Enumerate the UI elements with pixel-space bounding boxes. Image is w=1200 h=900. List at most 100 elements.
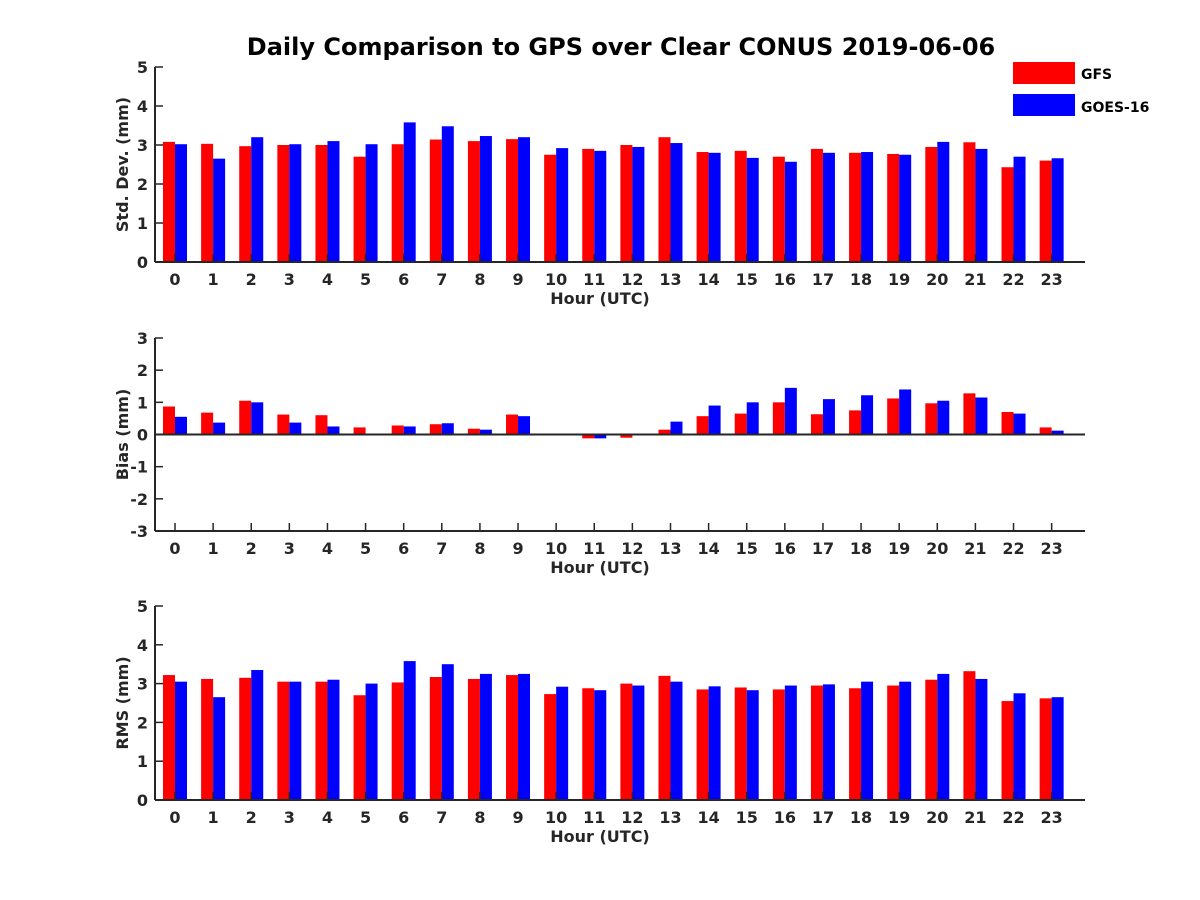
bar-rms-goes-16-hour-13 xyxy=(670,681,683,800)
bar-bias-gfs-hour-20 xyxy=(925,403,938,435)
bar-std-goes-16-hour-23 xyxy=(1051,158,1064,262)
bar-bias-gfs-hour-3 xyxy=(277,414,290,435)
x-tick-label-rms: 10 xyxy=(545,808,567,827)
y-tick-label-rms: 1 xyxy=(137,752,148,771)
bar-bias-gfs-hour-9 xyxy=(506,414,519,435)
bar-bias-goes-16-hour-9 xyxy=(518,416,531,435)
bar-std-gfs-hour-10 xyxy=(544,154,557,262)
x-tick-label-rms: 7 xyxy=(436,808,447,827)
bar-std-goes-16-hour-5 xyxy=(365,144,378,262)
bar-bias-goes-16-hour-13 xyxy=(670,421,683,435)
bar-bias-gfs-hour-17 xyxy=(810,414,823,435)
bar-bias-goes-16-hour-11 xyxy=(594,434,607,439)
bar-bias-gfs-hour-2 xyxy=(239,400,252,435)
bar-rms-goes-16-hour-20 xyxy=(937,673,950,800)
bar-rms-goes-16-hour-14 xyxy=(708,686,721,800)
bar-std-gfs-hour-14 xyxy=(696,152,709,262)
x-tick-label-rms: 17 xyxy=(812,808,834,827)
y-tick-label-rms: 4 xyxy=(137,636,148,655)
bar-std-goes-16-hour-11 xyxy=(594,150,607,262)
bar-rms-gfs-hour-14 xyxy=(696,689,709,800)
bar-bias-gfs-hour-22 xyxy=(1001,411,1014,435)
bar-rms-gfs-hour-2 xyxy=(239,677,252,800)
x-tick-label-rms: 12 xyxy=(621,808,643,827)
x-tick-label-std: 10 xyxy=(545,270,567,289)
bar-bias-goes-16-hour-6 xyxy=(403,426,416,435)
bar-std-gfs-hour-9 xyxy=(506,139,519,262)
bar-rms-goes-16-hour-2 xyxy=(251,670,264,800)
x-tick-label-std: 15 xyxy=(736,270,758,289)
bar-bias-gfs-hour-14 xyxy=(696,416,709,435)
bar-std-goes-16-hour-17 xyxy=(822,152,835,262)
x-tick-label-bias: 11 xyxy=(583,539,605,558)
x-tick-label-std: 13 xyxy=(659,270,681,289)
bar-rms-gfs-hour-3 xyxy=(277,681,290,800)
x-tick-label-rms: 18 xyxy=(850,808,872,827)
bar-std-gfs-hour-8 xyxy=(467,141,480,262)
chart-title: Daily Comparison to GPS over Clear CONUS… xyxy=(247,33,995,61)
x-tick-label-std: 2 xyxy=(246,270,257,289)
x-tick-label-bias: 22 xyxy=(1002,539,1024,558)
bar-std-gfs-hour-0 xyxy=(163,141,175,262)
bar-rms-goes-16-hour-1 xyxy=(213,697,226,800)
bar-std-gfs-hour-2 xyxy=(239,146,252,262)
bar-rms-goes-16-hour-9 xyxy=(518,673,531,800)
bar-bias-gfs-hour-4 xyxy=(315,415,328,435)
y-tick-label-rms: 2 xyxy=(137,713,148,732)
bar-rms-goes-16-hour-22 xyxy=(1013,693,1026,800)
bar-rms-goes-16-hour-17 xyxy=(822,684,835,800)
x-tick-label-rms: 19 xyxy=(888,808,910,827)
bar-rms-gfs-hour-8 xyxy=(467,678,480,800)
bar-rms-gfs-hour-22 xyxy=(1001,701,1014,800)
x-tick-label-bias: 13 xyxy=(659,539,681,558)
y-tick-label-std: 4 xyxy=(137,97,148,116)
bar-std-goes-16-hour-2 xyxy=(251,137,264,262)
x-tick-label-std: 23 xyxy=(1041,270,1063,289)
bar-bias-goes-16-hour-20 xyxy=(937,400,950,435)
bar-bias-gfs-hour-19 xyxy=(887,398,900,435)
x-tick-label-std: 8 xyxy=(474,270,485,289)
y-tick-label-rms: 3 xyxy=(137,675,148,694)
bar-bias-goes-16-hour-8 xyxy=(479,429,492,435)
bar-bias-goes-16-hour-1 xyxy=(213,422,226,435)
x-axis-label-bias: Hour (UTC) xyxy=(550,558,650,577)
x-tick-label-std: 0 xyxy=(169,270,180,289)
bar-std-gfs-hour-7 xyxy=(429,139,442,262)
bar-bias-gfs-hour-13 xyxy=(658,429,671,435)
bar-std-goes-16-hour-14 xyxy=(708,152,721,262)
x-tick-label-bias: 0 xyxy=(169,539,180,558)
legend-label-goes-16: GOES-16 xyxy=(1081,100,1149,116)
bar-bias-gfs-hour-1 xyxy=(201,412,214,435)
x-tick-label-rms: 4 xyxy=(322,808,333,827)
bar-std-goes-16-hour-22 xyxy=(1013,156,1026,262)
bar-bias-goes-16-hour-0 xyxy=(175,416,187,435)
x-tick-label-bias: 16 xyxy=(774,539,796,558)
bar-rms-goes-16-hour-7 xyxy=(441,664,454,800)
x-tick-label-rms: 2 xyxy=(246,808,257,827)
y-tick-label-std: 0 xyxy=(137,253,148,272)
x-tick-label-std: 20 xyxy=(926,270,948,289)
x-axis-label-std: Hour (UTC) xyxy=(550,289,650,308)
bar-rms-goes-16-hour-4 xyxy=(327,679,340,800)
bar-bias-goes-16-hour-2 xyxy=(251,402,264,435)
x-tick-label-rms: 16 xyxy=(774,808,796,827)
x-tick-label-std: 5 xyxy=(360,270,371,289)
x-tick-label-std: 7 xyxy=(436,270,447,289)
y-tick-label-std: 5 xyxy=(137,58,148,77)
bar-rms-gfs-hour-9 xyxy=(506,675,519,800)
x-tick-label-std: 19 xyxy=(888,270,910,289)
legend-swatch-gfs xyxy=(1013,62,1075,84)
x-tick-label-bias: 8 xyxy=(474,539,485,558)
bar-std-gfs-hour-3 xyxy=(277,145,290,262)
bar-bias-gfs-hour-23 xyxy=(1039,427,1052,435)
x-tick-label-bias: 6 xyxy=(398,539,409,558)
x-tick-label-rms: 15 xyxy=(736,808,758,827)
bar-std-goes-16-hour-7 xyxy=(441,126,454,262)
bar-rms-gfs-hour-17 xyxy=(810,685,823,800)
bar-std-goes-16-hour-19 xyxy=(899,154,912,262)
y-tick-label-rms: 0 xyxy=(137,791,148,810)
x-tick-label-rms: 13 xyxy=(659,808,681,827)
